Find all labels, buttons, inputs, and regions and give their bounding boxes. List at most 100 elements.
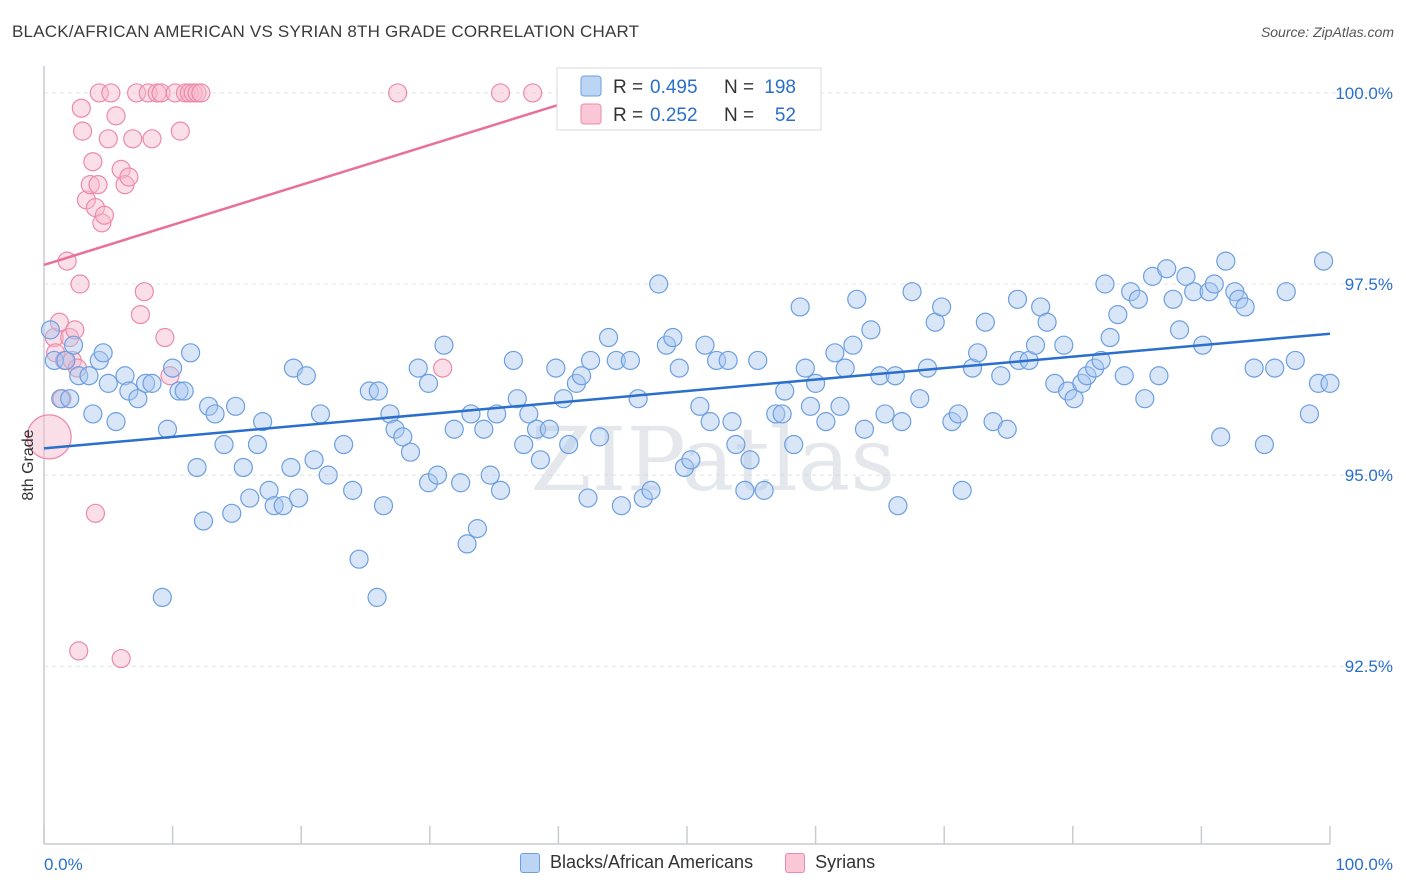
blacks-point <box>444 419 464 439</box>
legend-swatch-pink <box>785 852 806 873</box>
blacks-point <box>1254 434 1275 455</box>
blacks-point <box>816 412 836 432</box>
syrians-point <box>388 83 408 103</box>
y-tick-label: 92.5% <box>1345 657 1393 676</box>
blacks-point <box>1091 350 1111 371</box>
blacks-point <box>726 434 746 455</box>
blacks-point <box>628 389 648 409</box>
blacks-point <box>181 343 201 363</box>
gridlines <box>44 92 1394 667</box>
blacks-point <box>1100 327 1120 348</box>
blacks-point <box>1085 358 1105 378</box>
blacks-point <box>598 327 619 348</box>
blacks-point <box>805 373 826 393</box>
blacks-point <box>1054 335 1074 355</box>
blacks-points <box>40 251 1340 608</box>
syrians-point <box>80 175 100 195</box>
blacks-point <box>1244 358 1264 378</box>
blacks-point <box>674 457 695 478</box>
blacks-point <box>474 419 494 439</box>
blacks-point <box>580 350 601 371</box>
inset-n-value: 198 <box>764 77 796 98</box>
blacks-point <box>169 381 189 401</box>
blacks-point <box>830 396 850 416</box>
inset-r-label: R = <box>613 105 643 126</box>
blacks-point <box>589 427 610 447</box>
blacks-point <box>700 412 720 432</box>
blacks-point <box>968 343 988 363</box>
legend-item-syrians[interactable]: Syrians <box>785 852 875 873</box>
blacks-point <box>296 366 316 386</box>
blacks-point <box>385 419 405 439</box>
syrians-point <box>101 83 121 103</box>
syrians-point <box>71 98 91 118</box>
y-axis-label: 8th Grade <box>20 429 37 500</box>
syrians-point <box>111 648 131 669</box>
blacks-point <box>888 496 908 516</box>
blacks-point <box>875 404 895 424</box>
blacks-point <box>611 496 632 516</box>
syrians-point <box>123 129 143 149</box>
source-label: Source: ZipAtlas.com <box>1260 24 1394 40</box>
blacks-point <box>800 396 821 416</box>
legend-label-blacks: Blacks/African Americans <box>550 852 754 872</box>
syrians-point <box>67 358 88 378</box>
blacks-point <box>318 465 338 485</box>
inset-r-label: R = <box>613 77 643 98</box>
blacks-point <box>1108 304 1128 325</box>
blacks-point <box>748 350 768 371</box>
syrians-point <box>65 320 85 340</box>
syrians-point <box>106 106 126 126</box>
x-tick-label-min: 0.0% <box>44 855 83 874</box>
blacks-point <box>368 381 388 401</box>
syrians-point <box>151 83 171 103</box>
blacks-point <box>620 350 641 371</box>
blacks-point <box>281 457 301 478</box>
blacks-point <box>1064 389 1084 409</box>
blacks-point <box>735 480 755 500</box>
blacks-point <box>233 457 253 478</box>
blacks-point <box>885 366 905 386</box>
blacks-point <box>334 434 354 455</box>
blacks-point <box>1135 389 1155 409</box>
blacks-point <box>214 434 234 455</box>
syrians-point <box>89 83 109 103</box>
blacks-point <box>843 335 863 355</box>
blacks-point <box>754 480 774 500</box>
blacks-point <box>1176 266 1196 286</box>
blacks-point <box>932 297 952 317</box>
blacks-point <box>1285 350 1305 371</box>
blacks-point <box>253 412 273 432</box>
blacks-point <box>163 358 183 378</box>
blacks-point <box>393 427 413 447</box>
blacks-point <box>962 358 983 378</box>
blacks-point <box>952 480 972 500</box>
blacks-point <box>1095 274 1115 294</box>
blacks-point <box>128 389 148 409</box>
blacks-point <box>784 434 804 455</box>
syrians-point <box>160 366 180 386</box>
inset-n-label: N = <box>724 77 754 98</box>
blacks-point <box>367 587 387 608</box>
legend-item-blacks[interactable]: Blacks/African Americans <box>520 852 753 873</box>
blacks-point <box>1308 373 1329 393</box>
blacks-point <box>571 366 592 386</box>
blacks-point <box>1235 297 1255 317</box>
blacks-point <box>722 412 742 432</box>
blacks-point <box>669 358 689 378</box>
syrians-point <box>94 205 115 225</box>
blacks-point <box>1320 373 1340 393</box>
blacks-point <box>559 434 579 455</box>
blacks-point <box>1163 289 1183 309</box>
blacks-point <box>690 396 710 416</box>
blacks-point <box>69 366 89 386</box>
blacks-point <box>226 396 246 416</box>
blacks-point <box>1149 366 1169 386</box>
inset-r-value: 0.252 <box>650 105 698 126</box>
blacks-point <box>304 450 324 470</box>
blacks-point <box>222 503 242 523</box>
syrians-point <box>142 129 162 149</box>
blacks-point <box>514 434 534 455</box>
legend-label-syrians: Syrians <box>815 852 876 872</box>
